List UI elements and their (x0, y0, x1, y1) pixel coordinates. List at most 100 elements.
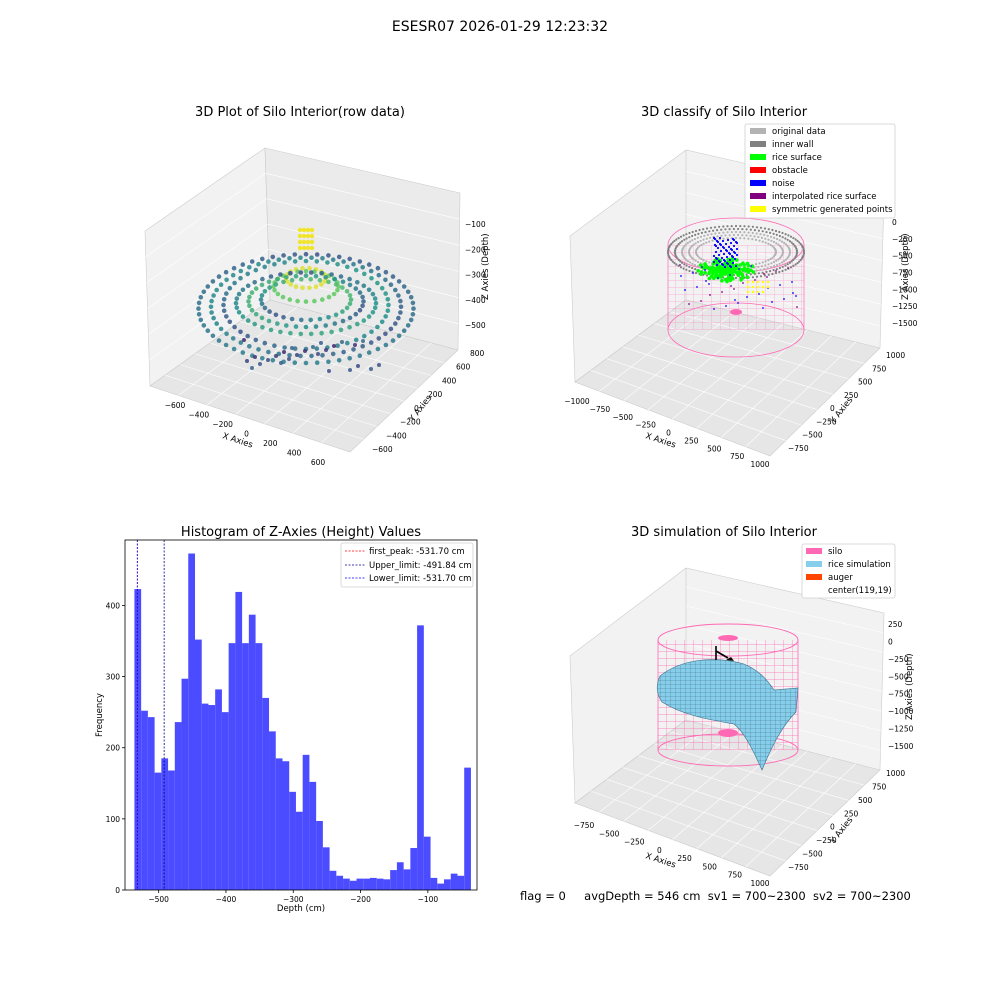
classified-point (746, 290, 750, 294)
classified-point (765, 270, 768, 273)
classified-point (800, 257, 804, 260)
raw-data-point (317, 277, 323, 283)
raw-data-point (201, 289, 207, 295)
classified-point (795, 250, 799, 254)
histogram-bar (316, 821, 323, 890)
classified-point (718, 269, 723, 274)
classified-point (670, 258, 673, 262)
classified-point (709, 294, 711, 296)
raw-data-point (298, 331, 304, 337)
histogram-bar (309, 781, 317, 890)
raw-data-point (347, 301, 353, 307)
classified-point (778, 239, 781, 242)
classified-point (691, 266, 694, 270)
classified-point (713, 237, 717, 241)
panel4-title: 3D simulation of Silo Interior (631, 525, 818, 540)
classified-point (708, 261, 711, 264)
raw-data-point (369, 329, 374, 335)
panel4-x-tick: 0 (657, 846, 662, 855)
panel4-x-tick: 750 (728, 871, 743, 880)
legend-rice-simulation: rice simulation (828, 560, 891, 570)
classified-point (703, 271, 707, 275)
panel4-y-tick: 250 (844, 809, 859, 818)
legend-center: center(119,19) (828, 586, 892, 596)
legend-swatch-original (750, 128, 766, 134)
classified-point (770, 239, 773, 242)
classified-point (784, 258, 788, 261)
classified-point (688, 303, 690, 305)
raw-data-point (366, 350, 372, 355)
raw-data-point (332, 344, 336, 348)
raw-data-point (256, 261, 261, 267)
classified-point (671, 241, 674, 244)
raw-data-point (303, 258, 309, 264)
raw-data-point (245, 333, 250, 339)
classified-point (772, 255, 776, 258)
raw-data-point (329, 272, 334, 277)
histogram-bar (242, 643, 249, 890)
silo-cylinder-wireframe (667, 217, 805, 358)
raw-data-point (262, 340, 268, 346)
classified-point (778, 230, 781, 234)
raw-data-point (312, 298, 317, 304)
raw-data-point (211, 315, 216, 321)
classified-point (730, 231, 733, 234)
panel2-z-tick: −250 (892, 235, 913, 244)
raw-data-point (332, 276, 338, 282)
classified-point (732, 233, 736, 237)
classified-point (743, 237, 746, 240)
classified-point (781, 231, 784, 235)
raw-data-point (333, 282, 339, 287)
raw-data-point (386, 302, 391, 308)
classified-point (767, 273, 770, 276)
raw-data-point (353, 286, 359, 291)
raw-data-point (221, 308, 227, 314)
raw-data-point (313, 284, 319, 290)
classified-point (726, 238, 730, 242)
classified-point (673, 250, 677, 254)
classified-point (716, 246, 720, 250)
classified-point (677, 237, 680, 240)
raw-data-point (223, 342, 229, 348)
panel1-3d-axes (144, 147, 461, 453)
classified-point (788, 240, 792, 243)
raw-data-point (259, 293, 265, 298)
classified-point (667, 252, 670, 255)
raw-data-point (335, 262, 340, 267)
raw-data-point (287, 357, 291, 361)
classified-point (761, 285, 765, 289)
raw-data-point (230, 272, 236, 278)
raw-data-point (341, 259, 346, 264)
raw-data-point (208, 304, 214, 310)
classified-point (688, 261, 692, 264)
raw-data-point (344, 289, 350, 294)
classified-point (761, 290, 765, 294)
classified-point (772, 240, 776, 244)
classified-point (784, 243, 788, 246)
histogram-bar (396, 862, 404, 890)
classified-point (781, 269, 784, 273)
histogram-bar (269, 731, 276, 890)
classified-point (683, 238, 686, 241)
classified-point (670, 242, 673, 246)
classified-point (741, 234, 744, 237)
classified-point (689, 246, 692, 249)
raw-data-point (238, 340, 244, 345)
raw-data-point (253, 337, 259, 343)
classified-point (729, 241, 733, 245)
classified-point (675, 263, 678, 266)
classified-point (789, 235, 793, 238)
raw-data-point (393, 321, 398, 326)
classified-point (712, 229, 715, 232)
raw-data-point (396, 333, 402, 339)
classified-point (755, 269, 758, 272)
panel4-z-tick: −1000 (888, 707, 914, 716)
panel4-y-tick: 0 (830, 823, 835, 832)
panel2-title: 3D classify of Silo Interior (641, 105, 808, 120)
classified-point (700, 300, 702, 302)
panel2-legend: original data inner wall rice surface ob… (744, 123, 896, 219)
raw-data-point (223, 269, 229, 275)
classified-point (742, 282, 744, 284)
legend-obstacle: obstacle (772, 166, 808, 176)
classified-point (775, 242, 778, 245)
